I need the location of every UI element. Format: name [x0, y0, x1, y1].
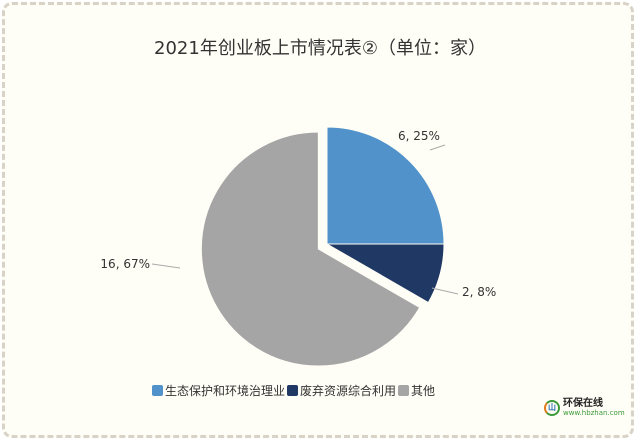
legend-label: 废弃资源综合利用 — [300, 384, 397, 398]
watermark-name: 环保在线 — [563, 398, 603, 409]
data-label: 6, 25% — [398, 129, 440, 143]
legend-label: 生态保护和环境治理业 — [165, 384, 286, 398]
watermark-url: www.hbzhan.com — [563, 409, 625, 417]
legend-item: 生态保护和环境治理业 — [152, 382, 285, 399]
legend-swatch — [398, 385, 410, 396]
pie-slice — [200, 131, 421, 367]
data-label: 2, 8% — [462, 285, 496, 299]
legend-item: 其他 — [398, 382, 435, 399]
leader-line — [431, 287, 459, 295]
leader-line — [151, 263, 181, 269]
pie-slice — [325, 243, 445, 304]
legend-swatch — [152, 385, 163, 396]
watermark-logo: 山 环保在线 www.hbzhan.com — [544, 398, 625, 418]
data-label: 16, 67% — [100, 257, 150, 271]
legend-swatch — [287, 385, 299, 396]
legend-label: 其他 — [411, 384, 436, 398]
pie-slice — [326, 126, 445, 245]
leader-line — [429, 144, 446, 151]
legend: 生态保护和环境治理业 废弃资源综合利用 其他 — [152, 382, 437, 399]
legend-item: 废弃资源综合利用 — [287, 382, 396, 399]
chart-title: 2021年创业板上市情况表②（单位：家） — [154, 38, 486, 59]
hb-logo-icon: 山 — [544, 400, 560, 416]
